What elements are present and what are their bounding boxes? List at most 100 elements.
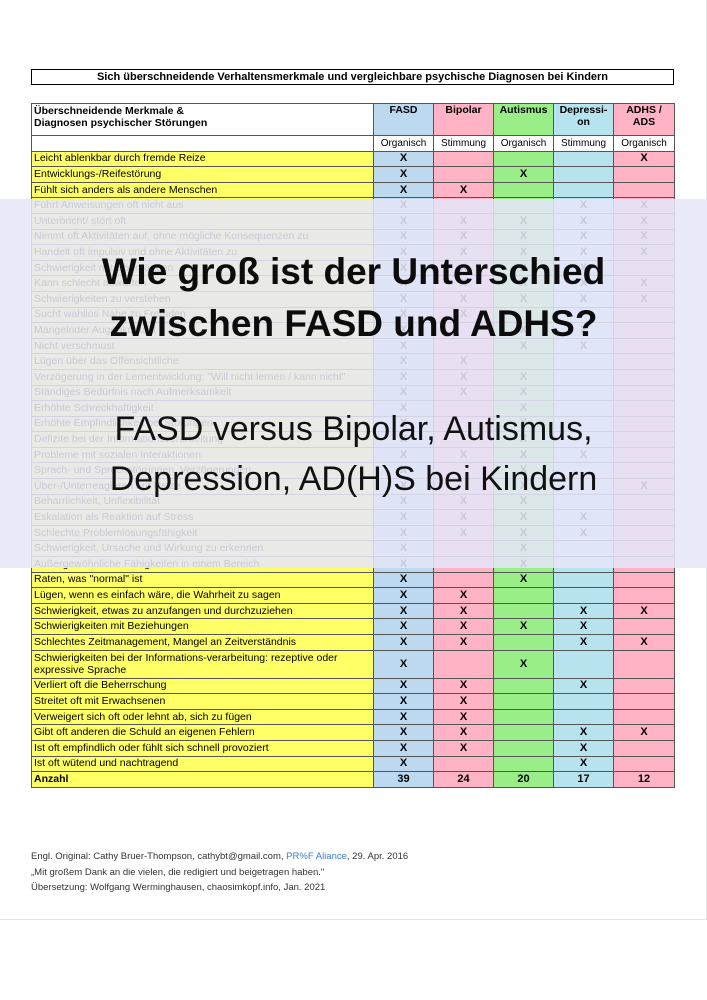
table-row: Entwicklungs-/Reifestörung X X: [31, 166, 675, 183]
table-row: Lügen, wenn es einfach wäre, die Wahrhei…: [31, 587, 675, 604]
table-row: Schwierigkeit, etwas zu anzufangen und d…: [31, 602, 675, 620]
mark-cell: [613, 739, 675, 757]
header-feature-line2: Diagnosen psychischer Störungen: [34, 117, 208, 129]
table-row: Ist oft empfindlich oder fühlt sich schn…: [31, 739, 675, 757]
header-bipolar: Bipolar: [433, 103, 494, 136]
mark-cell: [493, 602, 554, 620]
table-row: Verweigert sich oft oder lehnt ab, sich …: [31, 708, 675, 726]
mark-cell: X: [433, 739, 494, 757]
footer-translation: Übersetzung: Wolfgang Werminghausen, cha…: [31, 882, 326, 893]
mark-cell: [493, 708, 554, 726]
mark-cell: X: [373, 755, 434, 773]
mark-cell: X: [433, 693, 494, 710]
mark-cell: [433, 571, 494, 589]
overlay-subtitle-line1: FASD versus Bipolar, Autismus,: [114, 410, 593, 448]
feature-label: Schwierigkeiten bei der Informations-ver…: [31, 649, 374, 679]
header-fasd: FASD: [373, 103, 434, 136]
mark-cell: X: [553, 618, 614, 635]
header-feature-line1: Überschneidende Merkmale &: [34, 105, 184, 117]
mark-cell: [553, 150, 614, 168]
mark-cell: [493, 693, 554, 710]
overlay-subtitle-line2: Depression, AD(H)S bei Kindern: [109, 460, 598, 498]
header-autismus: Autismus: [493, 103, 554, 136]
mark-cell: [433, 166, 494, 183]
mark-cell: X: [553, 755, 614, 773]
mark-cell: [493, 150, 554, 168]
total-row: Anzahl 39 24 20 17 12: [31, 771, 675, 788]
mark-cell: X: [493, 649, 554, 679]
table-row: Ist oft wütend und nachtragend X X: [31, 755, 675, 773]
total-label: Anzahl: [31, 771, 374, 788]
mark-cell: [433, 649, 494, 679]
mark-cell: [613, 571, 675, 589]
mark-cell: [613, 587, 675, 604]
table-row: Gibt oft anderen die Schuld an eigenen F…: [31, 724, 675, 741]
subheader-adhs: Organisch: [613, 135, 675, 152]
mark-cell: X: [553, 634, 614, 651]
mark-cell: X: [433, 634, 494, 651]
feature-label: Fühlt sich anders als andere Menschen: [31, 181, 374, 199]
mark-cell: X: [373, 571, 434, 589]
total-cell: 39: [373, 771, 434, 788]
mark-cell: [493, 677, 554, 695]
mark-cell: X: [373, 739, 434, 757]
table-subheader-row: Organisch Stimmung Organisch Stimmung Or…: [31, 135, 675, 152]
mark-cell: X: [433, 677, 494, 695]
feature-label: Gibt oft anderen die Schuld an eigenen F…: [31, 724, 374, 741]
mark-cell: X: [553, 677, 614, 695]
header-adhs: ADHS / ADS: [613, 103, 675, 136]
subheader-fasd: Organisch: [373, 135, 434, 152]
overlay-title-line2: zwischen FASD und ADHS?: [109, 303, 598, 344]
mark-cell: X: [373, 587, 434, 604]
mark-cell: [433, 755, 494, 773]
mark-cell: [493, 739, 554, 757]
footer-credit-line: Engl. Original: Cathy Bruer-Thompson, ca…: [31, 849, 408, 865]
mark-cell: X: [613, 634, 675, 651]
mark-cell: [613, 755, 675, 773]
feature-label: Ist oft wütend und nachtragend: [31, 755, 374, 773]
mark-cell: X: [373, 677, 434, 695]
feature-label: Schwierigkeiten mit Beziehungen: [31, 618, 374, 635]
table-row: Schwierigkeiten bei der Informations-ver…: [31, 649, 675, 679]
table-row: Schwierigkeiten mit Beziehungen X X X X: [31, 618, 675, 635]
subheader-bipolar: Stimmung: [433, 135, 494, 152]
mark-cell: [493, 755, 554, 773]
mark-cell: [553, 181, 614, 199]
mark-cell: [613, 181, 675, 199]
mark-cell: X: [373, 150, 434, 168]
mark-cell: [553, 693, 614, 710]
feature-label: Raten, was "normal" ist: [31, 571, 374, 589]
document-title: Sich überschneidende Verhaltensmerkmale …: [31, 69, 674, 85]
mark-cell: X: [373, 708, 434, 726]
mark-cell: [553, 587, 614, 604]
feature-label: Schwierigkeit, etwas zu anzufangen und d…: [31, 602, 374, 620]
mark-cell: [613, 693, 675, 710]
header-depression: Depressi-on: [553, 103, 614, 136]
mark-cell: X: [433, 602, 494, 620]
table-header-row: Überschneidende Merkmale & Diagnosen psy…: [31, 103, 675, 136]
subheader-depression: Stimmung: [553, 135, 614, 152]
footer-original: Engl. Original: Cathy Bruer-Thompson, ca…: [31, 851, 287, 862]
total-cell: 17: [553, 771, 614, 788]
total-cell: 12: [613, 771, 675, 788]
mark-cell: [433, 150, 494, 168]
feature-label: Streitet oft mit Erwachsenen: [31, 693, 374, 710]
footer-thanks: „Mit großem Dank an die vielen, die redi…: [31, 866, 325, 878]
header-feature-cell: Überschneidende Merkmale & Diagnosen psy…: [31, 103, 374, 136]
mark-cell: X: [433, 587, 494, 604]
mark-cell: X: [493, 571, 554, 589]
mark-cell: X: [553, 724, 614, 741]
feature-label: Schlechtes Zeitmanagement, Mangel an Zei…: [31, 634, 374, 651]
table-row: Raten, was "normal" ist X X: [31, 571, 675, 589]
mark-cell: [613, 677, 675, 695]
mark-cell: X: [433, 708, 494, 726]
mark-cell: X: [373, 602, 434, 620]
mark-cell: X: [373, 693, 434, 710]
document-footer: Engl. Original: Cathy Bruer-Thompson, ca…: [31, 849, 408, 896]
mark-cell: [613, 618, 675, 635]
mark-cell: X: [613, 724, 675, 741]
mark-cell: [553, 708, 614, 726]
feature-label: Lügen, wenn es einfach wäre, die Wahrhei…: [31, 587, 374, 604]
footer-link[interactable]: PR%F Aliance: [286, 851, 347, 862]
table-row: Leicht ablenkbar durch fremde Reize X X: [31, 150, 675, 168]
